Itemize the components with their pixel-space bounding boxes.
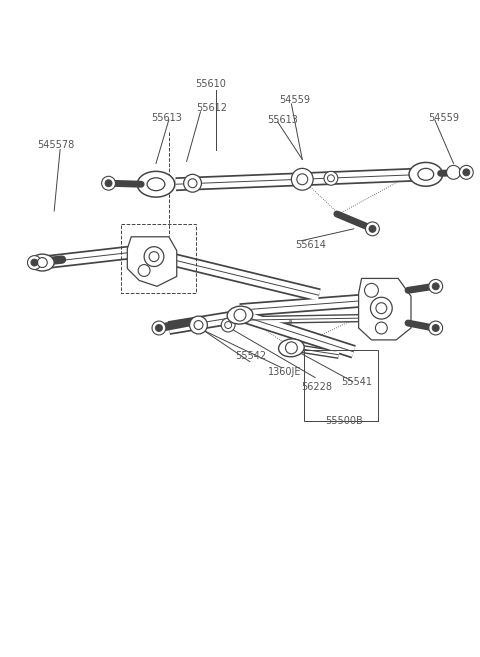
Circle shape: [152, 321, 166, 335]
Ellipse shape: [418, 168, 434, 180]
Circle shape: [221, 318, 235, 332]
Circle shape: [463, 169, 470, 176]
Circle shape: [291, 168, 313, 190]
Text: 55541: 55541: [341, 376, 372, 386]
Circle shape: [429, 321, 443, 335]
Polygon shape: [359, 279, 411, 340]
Polygon shape: [127, 237, 177, 286]
Text: 54559: 54559: [428, 113, 459, 123]
Circle shape: [446, 166, 460, 179]
Circle shape: [459, 166, 473, 179]
Circle shape: [297, 174, 308, 185]
Circle shape: [27, 256, 41, 269]
Text: 55542: 55542: [235, 351, 266, 361]
Circle shape: [286, 342, 297, 353]
Ellipse shape: [30, 254, 54, 271]
Circle shape: [371, 297, 392, 319]
Circle shape: [102, 176, 116, 190]
Circle shape: [37, 258, 47, 267]
Text: 545578: 545578: [37, 139, 74, 150]
Circle shape: [184, 174, 202, 192]
Text: a: a: [288, 319, 291, 325]
Text: 55500B: 55500B: [325, 416, 363, 426]
Text: 55614: 55614: [295, 240, 326, 250]
Circle shape: [432, 283, 439, 290]
Circle shape: [188, 179, 197, 188]
Circle shape: [144, 246, 164, 267]
Circle shape: [225, 321, 231, 328]
Circle shape: [190, 316, 207, 334]
Ellipse shape: [137, 171, 175, 197]
Circle shape: [138, 265, 150, 277]
Circle shape: [366, 222, 379, 236]
Ellipse shape: [409, 162, 443, 186]
Circle shape: [364, 283, 378, 297]
Bar: [304, 350, 378, 421]
Circle shape: [369, 225, 376, 233]
Text: 55613: 55613: [268, 115, 299, 125]
Text: 1360JE: 1360JE: [268, 367, 301, 376]
Circle shape: [376, 303, 387, 313]
Circle shape: [429, 279, 443, 293]
Ellipse shape: [278, 339, 304, 357]
Circle shape: [156, 325, 162, 332]
Text: 55610: 55610: [195, 79, 226, 89]
Ellipse shape: [227, 306, 253, 324]
Circle shape: [375, 322, 387, 334]
Circle shape: [327, 175, 335, 182]
Bar: [121, 224, 195, 293]
Circle shape: [105, 180, 112, 187]
Circle shape: [324, 171, 338, 185]
Text: 55613: 55613: [151, 113, 182, 123]
Circle shape: [149, 252, 159, 261]
Circle shape: [234, 309, 246, 321]
Text: 56228: 56228: [301, 382, 332, 392]
Ellipse shape: [147, 178, 165, 191]
Circle shape: [31, 259, 38, 266]
Circle shape: [194, 321, 203, 330]
Circle shape: [432, 325, 439, 332]
Text: 55612: 55612: [196, 103, 228, 113]
Text: 54559: 54559: [279, 95, 311, 105]
